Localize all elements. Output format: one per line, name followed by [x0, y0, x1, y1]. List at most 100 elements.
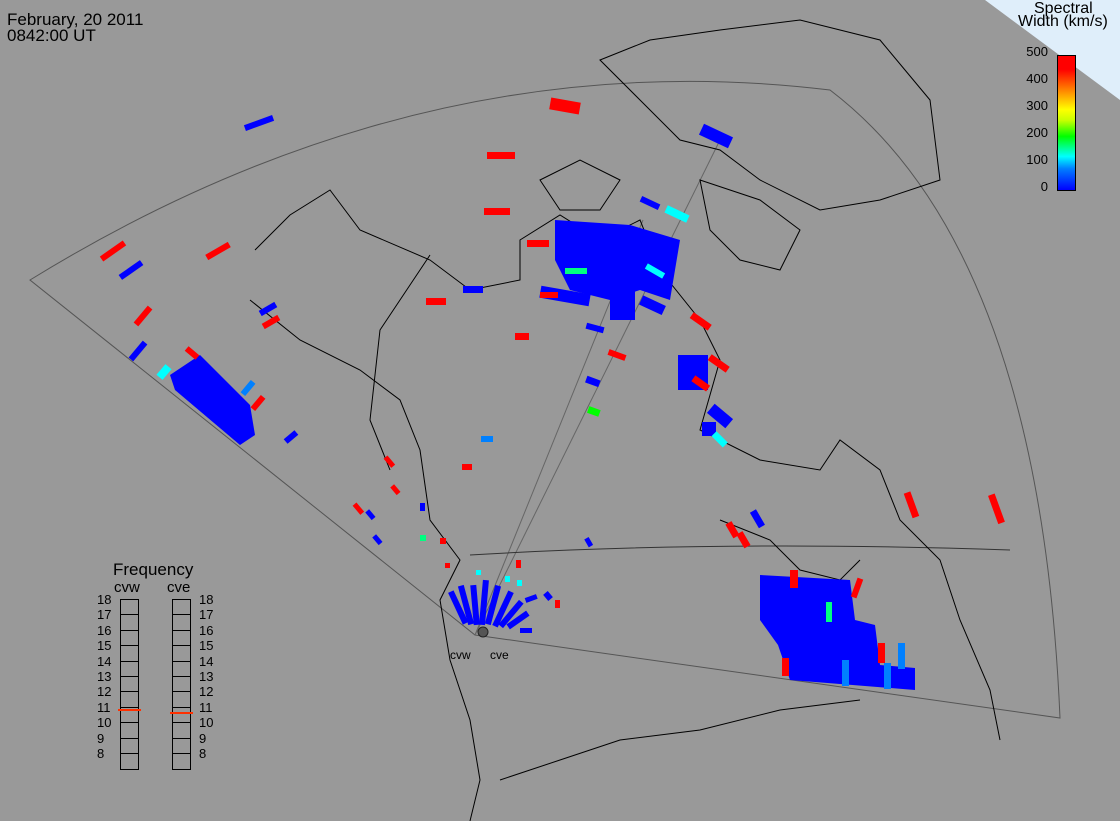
- scatter-cell: [118, 260, 144, 280]
- frequency-cell: [173, 677, 190, 693]
- scatter-cell: [607, 349, 627, 361]
- near-radar-scatter: [365, 503, 594, 633]
- scatter-cell: [505, 576, 510, 582]
- frequency-tick-right: 12: [199, 684, 214, 700]
- frequency-tick-left: 14: [97, 653, 112, 669]
- frequency-tick-right: 16: [199, 622, 214, 638]
- frequency-tick-left: 8: [97, 746, 105, 761]
- colorbar-title-line2: Width (km/s): [1018, 13, 1108, 30]
- scatter-cell: [782, 658, 789, 676]
- scatter-cell: [463, 286, 483, 293]
- frequency-cell: [121, 723, 138, 739]
- scatter-cell: [133, 305, 153, 327]
- frequency-tick-right: 14: [199, 653, 214, 669]
- frequency-tick-left: 9: [97, 730, 105, 746]
- scatter-cell: [586, 406, 601, 417]
- latitude-line: [469, 545, 1011, 556]
- frequency-label-cvw: cvw: [114, 579, 140, 596]
- scatter-cell: [585, 322, 605, 334]
- coastlines: [249, 19, 1001, 821]
- colorbar-tick: 200: [1026, 125, 1048, 140]
- frequency-cell: [121, 692, 138, 708]
- scatter-cell: [706, 403, 734, 429]
- frequency-cell: [173, 723, 190, 739]
- frequency-cell: [173, 708, 190, 724]
- scatter-cell: [610, 290, 635, 320]
- scatter-cell: [698, 123, 734, 149]
- frequency-label-cve: cve: [167, 579, 191, 596]
- frequency-tick-left: 12: [97, 684, 112, 700]
- scatter-cell: [725, 521, 740, 539]
- scatter-cell: [250, 394, 266, 412]
- scatter-cell: [691, 375, 711, 392]
- radar-site-label-cvw: cvw: [450, 648, 471, 662]
- frequency-cell: [121, 646, 138, 662]
- scatter-cell: [440, 538, 446, 544]
- fov-outline: [29, 80, 1061, 719]
- scatter-cell: [884, 663, 891, 689]
- frequency-tick-right: 8: [199, 746, 207, 761]
- frequency-cell: [121, 615, 138, 631]
- frequency-tick-right: 17: [199, 607, 214, 623]
- frequency-cell: [173, 646, 190, 662]
- time-label: 0842:00 UT: [7, 26, 96, 45]
- scatter-cell: [850, 577, 864, 599]
- scatter-cell: [99, 240, 127, 262]
- scatter-cell: [283, 430, 299, 444]
- scatter-cell: [517, 580, 522, 586]
- frequency-cell: [121, 677, 138, 693]
- frequency-cell: [121, 739, 138, 754]
- scatter-cell: [261, 314, 281, 330]
- scatter-cell: [426, 298, 446, 305]
- colorbar-tick: 100: [1026, 152, 1048, 167]
- scatter-cell: [240, 379, 256, 397]
- scatter-cell: [170, 355, 255, 445]
- frequency-cell: [173, 631, 190, 647]
- frequency-cell: [121, 631, 138, 647]
- colorbar-tick: 400: [1026, 71, 1048, 86]
- scatter-cell: [258, 301, 278, 317]
- scatter-cell: [481, 436, 493, 442]
- scatter-cell: [516, 560, 521, 568]
- scatter-data: [99, 97, 1005, 690]
- scatter-cell: [639, 196, 661, 210]
- frequency-tick-right: 9: [199, 730, 207, 746]
- frequency-cell: [173, 662, 190, 677]
- frequency-cell: [173, 739, 190, 754]
- scatter-cell: [383, 455, 396, 468]
- colorbar-tick: 300: [1026, 98, 1048, 113]
- colorbar-tick: 500: [1026, 44, 1048, 59]
- scatter-cell: [585, 375, 601, 388]
- frequency-cell: [173, 600, 190, 616]
- scatter-cell: [540, 292, 558, 298]
- frequency-cell: [121, 600, 138, 616]
- scatter-cell: [760, 575, 915, 690]
- scatter-cell: [711, 431, 728, 448]
- frequency-tick-right: 11: [199, 699, 213, 715]
- frequency-tick-left: 16: [97, 622, 112, 638]
- scatter-cell: [702, 422, 716, 436]
- frequency-tick-right: 10: [199, 715, 214, 731]
- frequency-cell: [173, 692, 190, 708]
- frequency-tick-left: 15: [97, 638, 112, 654]
- frequency-scale-cve: [172, 599, 191, 770]
- scatter-cell: [555, 600, 560, 608]
- scatter-cell: [515, 333, 529, 340]
- frequency-tick-left: 17: [97, 607, 112, 623]
- scatter-cell: [639, 295, 666, 316]
- frequency-tick-left: 11: [97, 699, 111, 715]
- scatter-cell: [352, 502, 365, 515]
- scatter-cell: [128, 340, 148, 362]
- frequency-title: Frequency: [113, 560, 194, 579]
- radar-site-marker: [477, 626, 489, 638]
- scatter-cell: [565, 268, 587, 274]
- scatter-cell: [790, 570, 798, 588]
- frequency-cell: [121, 708, 138, 724]
- frequency-tick-left: 18: [97, 592, 112, 607]
- scatter-cell: [903, 491, 920, 519]
- frequency-scale-cvw: [120, 599, 139, 770]
- scatter-cell: [736, 531, 751, 549]
- scatter-cell: [555, 220, 680, 300]
- colorbar-title-line1: Spectral: [1034, 0, 1093, 17]
